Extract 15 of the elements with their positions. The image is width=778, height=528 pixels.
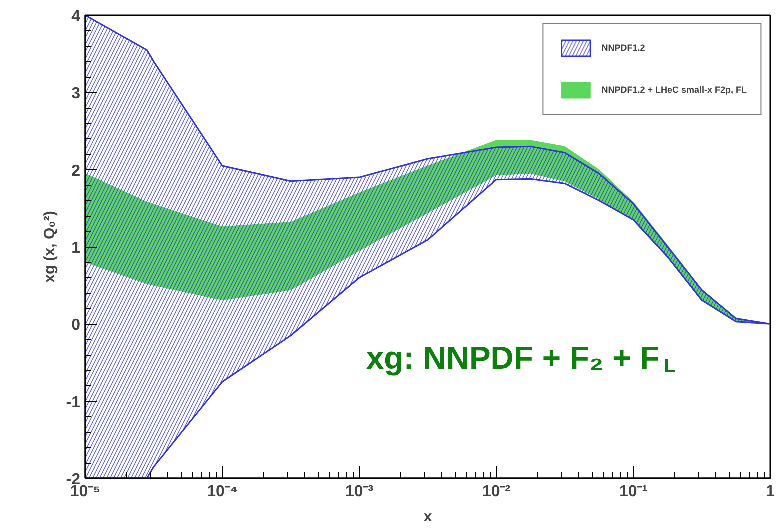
y-tick-label: -1	[66, 394, 81, 412]
legend-label: NNPDF1.2	[602, 43, 646, 53]
y-tick-label: 1	[72, 240, 81, 257]
y-tick-label: 2	[72, 162, 81, 180]
x-axis-title: x	[424, 508, 433, 526]
y-tick-label: 4	[72, 8, 81, 26]
x-tick-label: 10⁻³	[345, 484, 374, 500]
x-tick-label: 1	[766, 484, 776, 500]
y-axis-title: xg (x, Q₀²)	[41, 211, 58, 283]
legend-label: NNPDF1.2 + LHeC small-x F2p, FL	[602, 85, 747, 95]
y-tick-label: 3	[72, 86, 81, 103]
x-tick-label: 10⁻²	[482, 484, 511, 500]
x-tick-label: 10⁻¹	[619, 484, 648, 500]
x-tick-label: 10⁻⁴	[207, 484, 238, 500]
y-tick-label: 0	[72, 317, 81, 334]
